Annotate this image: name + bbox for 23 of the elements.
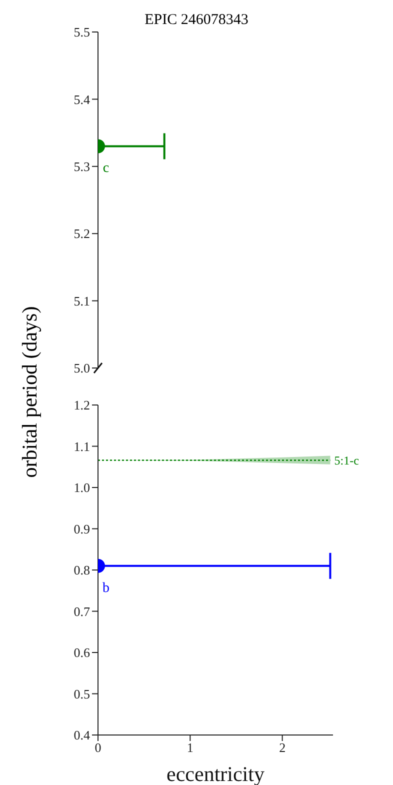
y-tick-label: 1.0 [74,480,90,496]
y-tick-label: 0.7 [74,604,90,619]
x-tick-label: 2 [279,740,286,756]
y-tick-label: 5.0 [74,360,90,376]
y-tick-label: 0.5 [74,686,90,702]
series-label: c [102,161,110,176]
y-tick-label: 5.4 [74,92,90,107]
y-tick-label: 5.3 [74,159,90,174]
y-axis-title: orbital period (days) [18,306,42,478]
y-tick-label: 5.2 [74,226,90,242]
y-tick-label: 1.1 [74,438,90,454]
y-tick-label: 0.6 [74,645,90,660]
y-tick-label: 5.1 [74,293,90,308]
x-tick-label: 0 [94,740,102,756]
y-tick-label: 0.9 [74,521,90,536]
x-tick-label: 1 [186,740,194,756]
y-tick-label: 0.4 [74,728,90,743]
chart-title: EPIC 246078343 [144,12,248,28]
series-label: 5:1-c [334,453,359,468]
y-tick-label: 0.8 [74,562,90,578]
series-label: b [102,580,110,596]
y-tick-label: 1.2 [74,398,90,413]
y-tick-label: 5.5 [74,24,90,40]
